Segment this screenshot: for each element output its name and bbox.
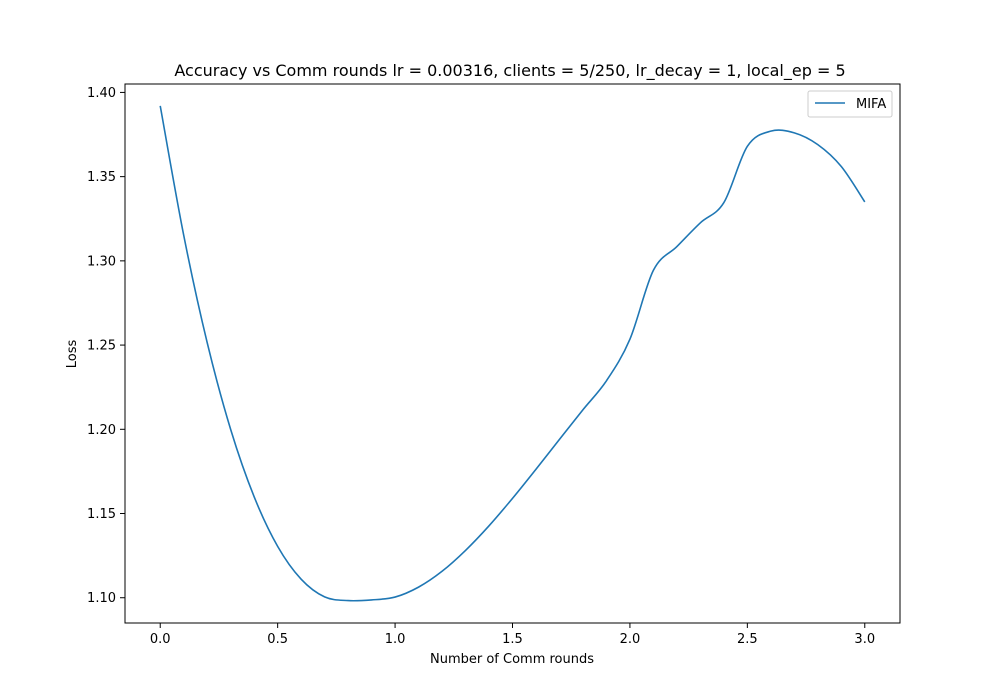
x-tick-label: 2.0	[620, 632, 641, 647]
x-tick-label: 1.5	[502, 632, 523, 647]
y-tick-label: 1.35	[87, 170, 116, 185]
plot-area-frame	[124, 83, 901, 624]
y-tick-label: 1.40	[87, 86, 116, 101]
chart-title: Accuracy vs Comm rounds lr = 0.00316, cl…	[174, 61, 845, 81]
y-axis: 1.10 1.15 1.20 1.25 1.30 1.35 1.40	[87, 86, 125, 606]
y-tick-label: 1.10	[87, 591, 116, 606]
y-tick-label: 1.25	[87, 339, 116, 354]
legend-box	[807, 90, 893, 118]
legend-label-mifa: MIFA	[856, 97, 886, 112]
x-tick-label: 0.0	[150, 632, 171, 647]
x-tick-label: 0.5	[267, 632, 288, 647]
y-axis-title: Loss	[65, 340, 80, 369]
y-tick-label: 1.20	[87, 423, 116, 438]
x-tick-label: 3.0	[854, 632, 875, 647]
y-tick-label: 1.15	[87, 507, 116, 522]
x-axis: 0.0 0.5 1.0 1.5 2.0 2.5 3.0	[150, 623, 875, 647]
x-axis-title: Number of Comm rounds	[430, 652, 594, 667]
x-tick-label: 1.0	[385, 632, 406, 647]
x-tick-label: 2.5	[737, 632, 758, 647]
y-tick-label: 1.30	[87, 254, 116, 269]
legend: MIFA	[807, 90, 893, 118]
series-line-mifa	[159, 105, 866, 602]
